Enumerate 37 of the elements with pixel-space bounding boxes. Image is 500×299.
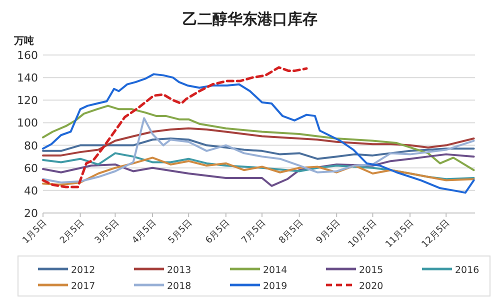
- y-axis-title: 万吨: [13, 35, 34, 47]
- legend-label: 2018: [167, 281, 192, 292]
- legend-label: 2013: [167, 265, 192, 276]
- x-tick-label: 6月5日: [204, 218, 232, 246]
- legend-label: 2014: [263, 265, 288, 276]
- line-series: [42, 152, 475, 180]
- y-tick-label: 20: [24, 207, 38, 220]
- line-series: [42, 66, 308, 188]
- x-tick-label: 11月5日: [384, 218, 416, 250]
- legend-label: 2017: [71, 281, 96, 292]
- x-tick-label: 12月5日: [420, 218, 452, 250]
- chart-title: 乙二醇华东港口库存: [182, 10, 318, 28]
- x-tick-label: 10月5日: [346, 218, 379, 250]
- x-tick-label: 5月5日: [166, 218, 195, 246]
- y-tick-label: 140: [17, 72, 38, 85]
- legend-label: 2019: [263, 281, 288, 292]
- x-tick-label: 3月5日: [93, 218, 122, 246]
- x-tick-label: 4月5日: [130, 218, 159, 246]
- legend-label: 2015: [359, 265, 384, 276]
- x-tick-label: 9月5日: [314, 218, 343, 246]
- y-tick-label: 100: [17, 116, 38, 130]
- line-series: [42, 127, 475, 156]
- line-series: [42, 117, 475, 184]
- y-tick-label: 60: [24, 162, 38, 175]
- y-tick-label: 120: [17, 94, 38, 108]
- x-tick-label: 8月5日: [278, 218, 306, 246]
- legend-label: 2012: [71, 265, 96, 276]
- line-series: [42, 104, 475, 172]
- legend-label: 2020: [359, 281, 384, 292]
- legend-label: 2016: [455, 265, 480, 276]
- y-tick-label: 80: [24, 139, 38, 152]
- x-tick-label: 2月5日: [58, 218, 86, 246]
- y-tick-label: 40: [24, 184, 38, 198]
- x-tick-label: 7月5日: [240, 218, 268, 246]
- line-series: [42, 138, 475, 160]
- x-tick-label: 1月5日: [21, 218, 50, 246]
- y-tick-label: 160: [17, 49, 38, 62]
